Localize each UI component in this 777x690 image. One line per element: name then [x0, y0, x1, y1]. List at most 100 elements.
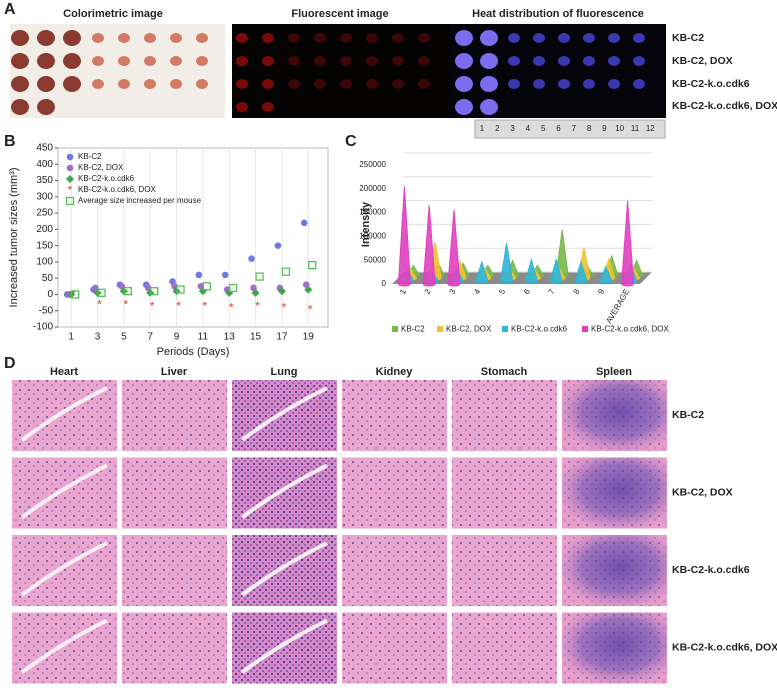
y-tick-label: 50	[42, 273, 54, 284]
point	[304, 285, 313, 294]
tissue	[170, 56, 182, 66]
x-tick-label: 5	[121, 332, 127, 343]
column-header: Kidney	[376, 366, 414, 378]
column-header: Spleen	[596, 366, 632, 378]
point	[274, 242, 282, 249]
heat-spot	[608, 33, 620, 43]
column-header: Heart	[50, 366, 78, 378]
tissue	[118, 33, 130, 43]
point	[71, 290, 80, 299]
heat-spot	[455, 30, 473, 46]
x-tick-label: 9	[596, 287, 606, 296]
legend-label: Average size increased per mouse	[78, 196, 202, 205]
y-tick-label: -100	[33, 322, 53, 333]
tissue-gap	[20, 463, 108, 520]
y-tick-label: -50	[39, 305, 54, 316]
image-title: Colorimetric image	[63, 8, 163, 20]
x-tick-label: 1	[398, 287, 408, 296]
tissue	[118, 79, 130, 89]
heat-spot	[558, 56, 570, 66]
fluorescence	[236, 102, 248, 112]
tissue	[196, 79, 208, 89]
fluorescence	[392, 56, 404, 66]
point	[176, 285, 185, 294]
micrograph	[342, 457, 447, 529]
micrograph	[122, 380, 227, 451]
fluorescence	[236, 33, 248, 43]
tissue-gap	[20, 386, 108, 442]
x-tick-label: 6	[522, 287, 532, 296]
tissue	[37, 99, 55, 115]
point: *	[124, 297, 129, 311]
y-tick-label: 450	[36, 143, 53, 154]
row-label: KB-C2, DOX	[672, 486, 733, 498]
point: *	[176, 299, 181, 313]
y-tick-label: 200	[36, 224, 53, 235]
image-title: Heat distribution of fluorescence	[472, 8, 644, 20]
x-tick-label: AVERAGE	[604, 288, 631, 325]
fluorescence	[262, 56, 274, 66]
point: *	[150, 299, 155, 313]
ruler-label: 9	[602, 124, 607, 133]
legend-marker	[66, 164, 74, 172]
x-tick-label: 19	[303, 332, 315, 343]
y-tick-label: 100000	[359, 232, 386, 241]
tissue-gap	[20, 618, 108, 675]
heat-spot	[455, 53, 473, 69]
cone	[549, 257, 563, 284]
row-label: KB-C2-k.o.cdk6, DOX	[672, 100, 777, 112]
y-tick-label: 0	[47, 289, 53, 300]
heat-spot	[633, 33, 645, 43]
legend-label: KB-C2, DOX	[78, 163, 124, 172]
tissue	[11, 53, 29, 69]
row-label: KB-C2-k.o.cdk6, DOX	[672, 641, 777, 653]
legend-swatch	[392, 326, 398, 332]
legend-swatch	[582, 326, 588, 332]
point	[308, 261, 317, 270]
tissue	[170, 33, 182, 43]
legend-label: KB-C2	[401, 325, 425, 334]
point	[281, 267, 291, 276]
column-header: Stomach	[481, 366, 528, 378]
row-label: KB-C2-k.o.cdk6	[672, 78, 750, 90]
heat-spot	[455, 99, 473, 115]
point	[195, 271, 203, 279]
heat-spot	[480, 76, 498, 92]
tissue-gap	[20, 541, 108, 597]
tissue-gap	[240, 541, 328, 597]
ruler-label: 12	[646, 124, 655, 133]
point	[255, 272, 264, 281]
fluorescence	[340, 56, 352, 66]
tissue	[63, 76, 81, 92]
micrograph	[122, 612, 227, 684]
ruler-label: 10	[615, 124, 624, 133]
fluorescence	[262, 33, 274, 43]
legend-marker	[66, 175, 74, 183]
heat-spot	[608, 79, 620, 89]
tissue	[11, 30, 29, 46]
x-tick-label: 5	[497, 287, 507, 296]
fluorescence	[288, 56, 300, 66]
fluorescence	[314, 56, 326, 66]
micrograph	[122, 457, 227, 529]
ruler-label: 11	[631, 124, 640, 133]
row-label: KB-C2	[672, 409, 704, 421]
fluorescence	[340, 33, 352, 43]
micrograph-overlay	[562, 535, 667, 606]
micrograph-overlay	[562, 380, 667, 451]
fluorescence	[236, 56, 248, 66]
micrograph	[342, 535, 447, 606]
y-tick-label: 200000	[359, 184, 386, 193]
legend-marker	[66, 153, 74, 161]
x-tick-label: 7	[547, 287, 557, 296]
tissue	[92, 56, 104, 66]
micrograph	[452, 380, 557, 451]
micrograph-overlay	[562, 612, 667, 684]
y-tick-label: 250	[36, 208, 53, 219]
tissue	[11, 76, 29, 92]
tissue-gap	[240, 618, 328, 675]
point	[251, 288, 260, 297]
fluorescence	[392, 79, 404, 89]
tissue	[37, 53, 55, 69]
legend-label: KB-C2-k.o.cdk6, DOX	[78, 185, 156, 194]
